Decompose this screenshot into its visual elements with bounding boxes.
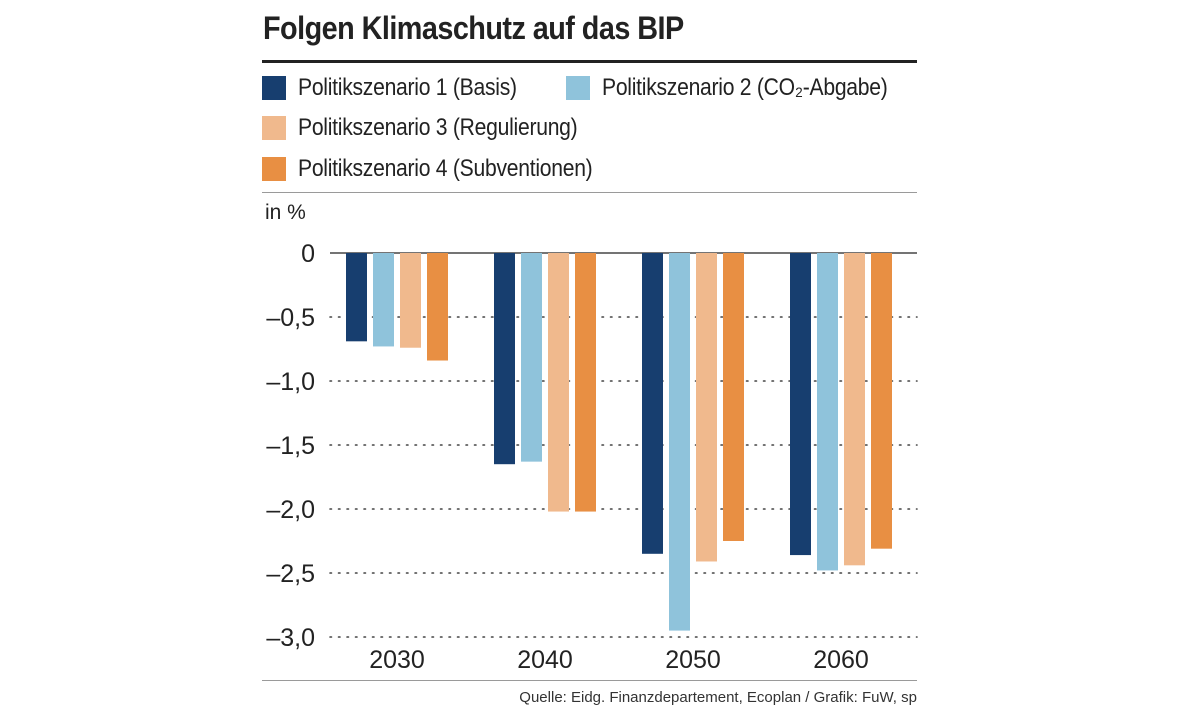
legend-divider — [262, 192, 917, 193]
bar-2040-scenario-2 — [521, 253, 542, 462]
legend-swatch-scenario-4 — [262, 157, 286, 181]
bar-2030-scenario-3 — [400, 253, 421, 348]
y-tick-label: –1,5 — [266, 432, 315, 460]
title-rule — [262, 60, 917, 63]
bar-2050-scenario-3 — [696, 253, 717, 562]
source-note: Quelle: Eidg. Finanzdepartement, Ecoplan… — [519, 689, 917, 706]
bar-2060-scenario-3 — [844, 253, 865, 566]
y-tick-label: –0,5 — [266, 304, 315, 332]
y-axis-label: in % — [265, 201, 306, 224]
y-tick-label: –2,0 — [266, 496, 315, 524]
legend-label-scenario-1: Politikszenario 1 (Basis) — [298, 74, 517, 101]
bar-2030-scenario-1 — [346, 253, 367, 342]
y-tick-label: –2,5 — [266, 560, 315, 588]
bar-2030-scenario-4 — [427, 253, 448, 361]
chart-title: Folgen Klimaschutz auf das BIP — [263, 10, 684, 46]
legend-item-scenario-4: Politikszenario 4 (Subventionen) — [262, 155, 633, 183]
legend-swatch-scenario-3 — [262, 116, 286, 140]
legend-label-scenario-4: Politikszenario 4 (Subventionen) — [298, 155, 593, 182]
bar-2030-scenario-2 — [373, 253, 394, 347]
bar-2060-scenario-1 — [790, 253, 811, 556]
x-tick-label: 2030 — [369, 646, 425, 674]
legend-item-scenario-3: Politikszenario 3 (Regulierung) — [262, 114, 616, 142]
bar-2040-scenario-3 — [548, 253, 569, 512]
legend-label-scenario-3: Politikszenario 3 (Regulierung) — [298, 114, 578, 141]
y-tick-label: –3,0 — [266, 624, 315, 652]
bar-2040-scenario-1 — [494, 253, 515, 465]
x-tick-label: 2050 — [665, 646, 721, 674]
legend-item-scenario-2: Politikszenario 2 (CO₂-Abgabe) — [566, 74, 926, 102]
y-tick-label: 0 — [301, 240, 315, 268]
y-tick-label: –1,0 — [266, 368, 315, 396]
bottom-divider — [262, 680, 917, 681]
bar-2050-scenario-2 — [669, 253, 690, 631]
bar-2050-scenario-4 — [723, 253, 744, 541]
bar-2040-scenario-4 — [575, 253, 596, 512]
x-tick-label: 2040 — [517, 646, 573, 674]
legend-item-scenario-1: Politikszenario 1 (Basis) — [262, 74, 547, 102]
legend-swatch-scenario-1 — [262, 76, 286, 100]
x-tick-label: 2060 — [813, 646, 869, 674]
bar-2050-scenario-1 — [642, 253, 663, 554]
legend-swatch-scenario-2 — [566, 76, 590, 100]
legend-label-scenario-2: Politikszenario 2 (CO₂-Abgabe) — [602, 74, 888, 101]
bar-2060-scenario-2 — [817, 253, 838, 571]
bar-2060-scenario-4 — [871, 253, 892, 549]
